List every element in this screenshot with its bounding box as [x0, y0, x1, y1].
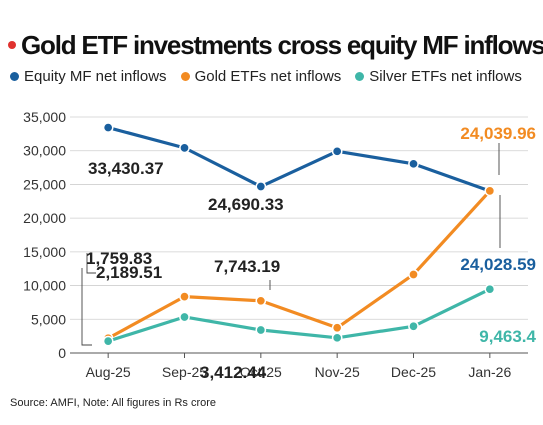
y-tick-label: 20,000 [23, 210, 66, 226]
leader-silver-aug [81, 268, 92, 346]
legend-label-equity: Equity MF net inflows [24, 68, 167, 85]
data-point-gold [408, 269, 419, 280]
y-tick-label: 5,000 [31, 311, 66, 327]
legend-label-silver: Silver ETFs net inflows [369, 68, 522, 85]
y-tick-label: 15,000 [23, 244, 66, 260]
leader-gold-aug [86, 253, 96, 274]
legend-item-equity: Equity MF net inflows [10, 68, 167, 85]
data-label: 3,412.44 [200, 363, 267, 382]
data-label: 24,690.33 [208, 195, 284, 214]
legend-dot-silver-icon [355, 72, 365, 81]
series-line-equity [107, 126, 491, 193]
y-tick-label: 35,000 [23, 109, 66, 125]
legend-dot-equity-icon [10, 72, 19, 81]
data-point-silver [331, 332, 343, 344]
data-label: 24,039.96 [460, 124, 536, 143]
data-label: 1,759.83 [86, 249, 152, 268]
legend-dot-gold-icon [180, 72, 190, 81]
data-point-silver [484, 283, 496, 295]
legend-item-gold: Gold ETFs net inflows [180, 68, 342, 85]
x-tick-label: Nov-25 [315, 364, 360, 380]
legend-label-gold: Gold ETFs net inflows [194, 68, 342, 85]
x-tick-label: Sep-25 [162, 364, 207, 380]
legend-item-silver: Silver ETFs net inflows [355, 68, 522, 85]
y-tick-label: 10,000 [23, 278, 66, 294]
data-label: 7,743.19 [214, 257, 280, 276]
y-tick-label: 0 [58, 345, 66, 361]
data-point-gold [255, 295, 267, 307]
data-point-gold [331, 322, 343, 334]
x-tick-label: Oct-25 [240, 364, 282, 380]
title-bullet-icon [8, 41, 16, 49]
y-tick-label: 30,000 [23, 143, 66, 159]
data-point-silver [408, 320, 419, 332]
data-point-equity [102, 122, 114, 133]
series-line-gold [107, 189, 492, 340]
data-label: 2,189.51 [96, 263, 162, 282]
x-tick-label: Aug-25 [86, 364, 131, 380]
data-label: 33,430.37 [88, 159, 164, 178]
x-tick-label: Jan-26 [468, 364, 511, 380]
data-point-gold [484, 185, 496, 197]
data-point-equity [179, 142, 190, 154]
data-point-equity [408, 158, 419, 170]
y-tick-label: 25,000 [23, 176, 66, 192]
data-point-gold [179, 291, 190, 302]
source-note: Source: AMFI, Note: All figures in Rs cr… [10, 397, 217, 409]
data-point-silver [255, 324, 267, 336]
legend: Equity MF net inflows Gold ETFs net infl… [10, 68, 536, 85]
data-point-silver [179, 311, 190, 323]
data-label: 9,463.4 [479, 327, 536, 346]
title-row: Gold ETF investments cross equity MF inf… [8, 28, 543, 62]
data-point-equity [331, 145, 343, 157]
series-line-silver [107, 287, 491, 343]
data-point-equity [255, 181, 267, 192]
x-tick-label: Dec-25 [391, 364, 436, 380]
data-point-silver [102, 335, 114, 347]
chart-title: Gold ETF investments cross equity MF inf… [21, 29, 543, 60]
data-label: 24,028.59 [460, 255, 536, 274]
